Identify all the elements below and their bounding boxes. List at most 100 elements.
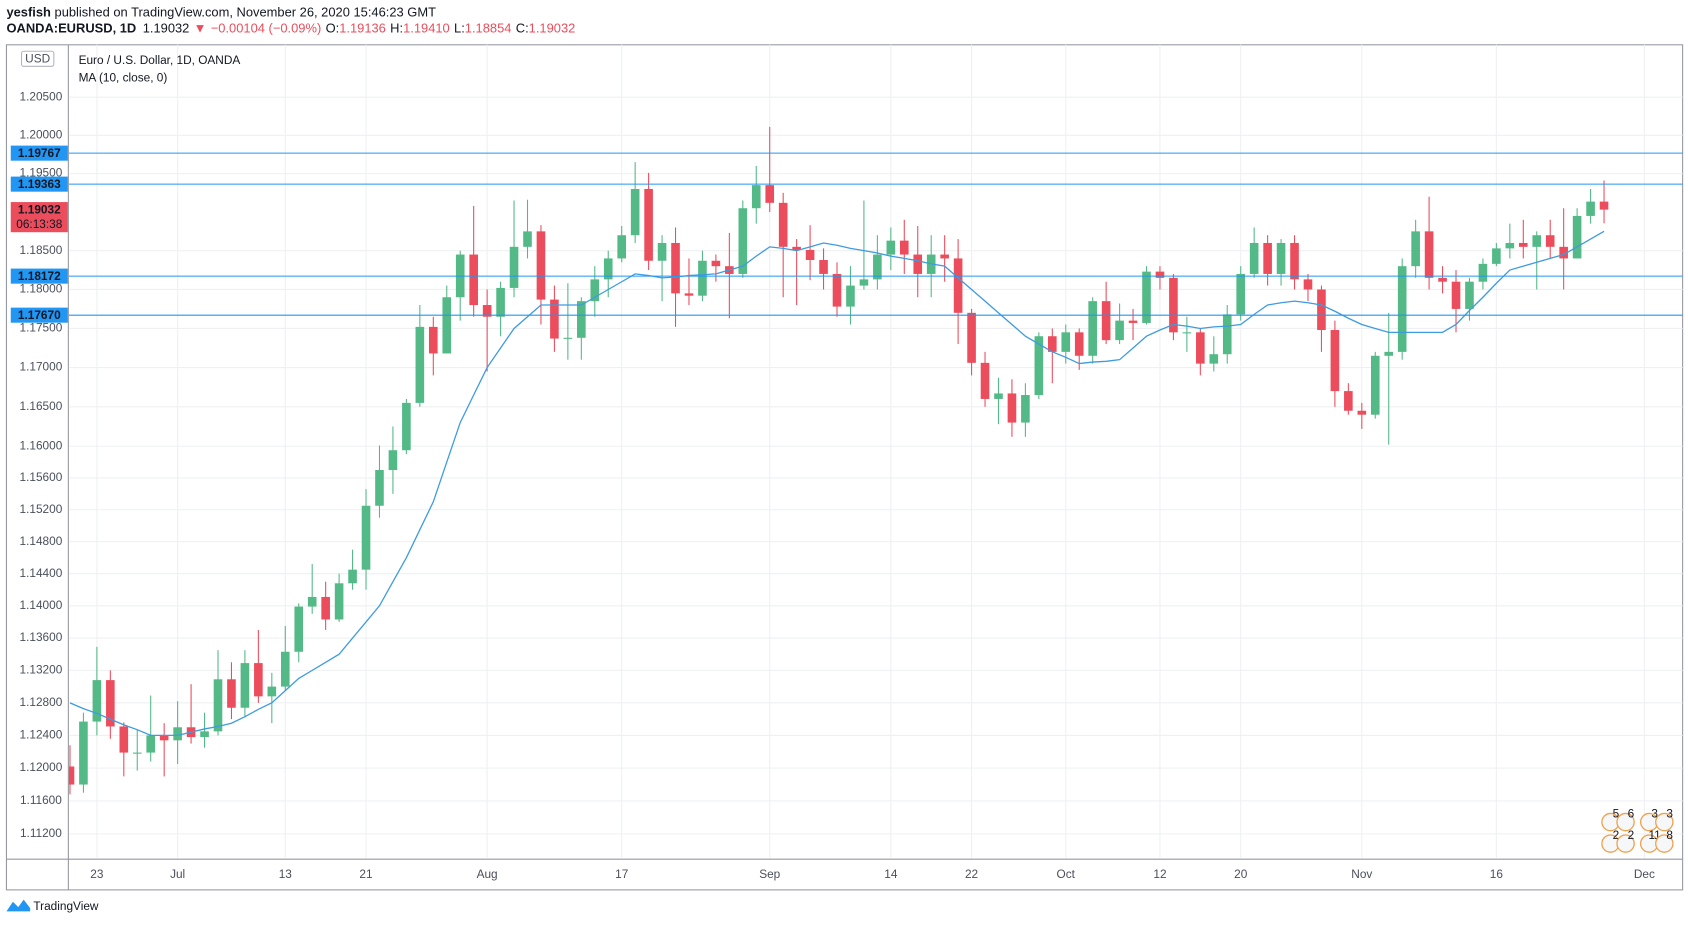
candle-body (227, 679, 236, 708)
candle-body (940, 254, 949, 259)
candle-body (1236, 273, 1246, 315)
y-tick-label: 1.17500 (20, 321, 63, 335)
event-count: 8 (1666, 828, 1673, 842)
candle-body (913, 254, 923, 274)
candle-body (334, 583, 344, 620)
candle-body (778, 202, 788, 247)
y-tick-label: 1.14800 (20, 534, 63, 548)
candle-body (980, 362, 990, 399)
candle-body (1034, 336, 1044, 396)
candle-body (1007, 393, 1017, 423)
candle-body (1196, 332, 1205, 364)
candle-body (698, 260, 707, 296)
level-label: 1.17670 (18, 308, 61, 322)
x-tick-label: Oct (1057, 867, 1076, 881)
candle-body (657, 242, 667, 261)
candle-body (1021, 395, 1030, 423)
level-label: 1.19363 (18, 177, 61, 191)
x-tick-label: 20 (1234, 867, 1248, 881)
candle-body (832, 273, 842, 307)
x-tick-label: 12 (1153, 867, 1166, 881)
candle-body (361, 505, 371, 570)
candle-body (1370, 355, 1380, 415)
candle-body (953, 258, 963, 313)
brand: TradingView (33, 899, 99, 913)
candle-body (294, 606, 304, 652)
candle-body (1048, 336, 1057, 352)
event-count: 3 (1651, 807, 1658, 821)
candle-body (1532, 235, 1542, 247)
candle-body (1263, 242, 1272, 274)
candle-body (402, 402, 411, 451)
level-label: 1.19767 (18, 146, 61, 160)
symbol-line: OANDA:EURUSD, 1D 1.19032 ▼ −0.00104 (−0.09%… (6, 21, 575, 36)
candle-body (79, 721, 88, 785)
candle-body (1290, 242, 1299, 280)
x-tick-label: 23 (90, 867, 104, 881)
candle-body (496, 287, 505, 317)
candle-body (738, 208, 748, 274)
candle-body (1424, 231, 1434, 278)
event-badge (1655, 834, 1674, 853)
candle-body (1505, 242, 1515, 249)
candle-body (1586, 201, 1595, 216)
candle-body (577, 301, 586, 338)
level-label: 1.18172 (18, 269, 61, 283)
candle-body (1357, 410, 1367, 415)
candle-body (1397, 266, 1407, 352)
x-tick-label: Nov (1351, 867, 1372, 881)
candle-body (873, 254, 882, 280)
level-label-box (10, 145, 68, 161)
candle-body (1088, 301, 1097, 356)
y-tick-label: 1.16000 (20, 438, 63, 452)
candle-body (711, 260, 721, 267)
candle-body (536, 231, 546, 300)
candle-body (267, 686, 277, 697)
y-tick-label: 1.13600 (20, 630, 63, 644)
candle-body (805, 249, 815, 260)
ohlc-value: 1.18854 (465, 21, 512, 36)
candle-body (1101, 301, 1111, 341)
ohlc-value: 1.19410 (403, 21, 450, 36)
candle-body (603, 258, 613, 280)
candle-body (1438, 277, 1447, 282)
candle-body (240, 663, 250, 708)
currency: USD (25, 51, 50, 65)
event-count: 2 (1628, 828, 1635, 842)
y-tick-label: 1.20000 (20, 127, 63, 141)
y-tick-label: 1.12800 (20, 695, 63, 709)
candle-body (859, 279, 869, 286)
candle-body (280, 651, 290, 687)
candle-body (106, 680, 115, 727)
event-count: 6 (1628, 807, 1635, 821)
candle-body (967, 312, 976, 363)
event-count: 3 (1666, 807, 1673, 821)
candle-body (146, 735, 156, 753)
candle-body (994, 393, 1003, 399)
candle-body (550, 299, 559, 339)
candle-body (348, 569, 357, 584)
y-tick-label: 1.14400 (20, 566, 63, 580)
y-tick-label: 1.18000 (20, 282, 63, 296)
moving-average (69, 230, 1605, 737)
candle-body (792, 246, 801, 250)
candle-body (1155, 271, 1165, 278)
x-tick-label: Jul (170, 867, 185, 881)
candle-body (590, 279, 600, 302)
ohlc-key: H: (390, 21, 403, 36)
grid (68, 44, 1683, 859)
y-tick-label: 1.11200 (20, 826, 62, 840)
y-tick-label: 1.18500 (20, 243, 63, 257)
candle-body (1451, 281, 1461, 309)
x-tick-label: Dec (1634, 867, 1655, 881)
candle-body (899, 240, 909, 255)
arrow: ▼ (194, 21, 207, 36)
event-count: 2 (1613, 828, 1620, 842)
candle-body (1128, 320, 1138, 323)
candle-body (523, 231, 532, 247)
candle-body (1061, 332, 1071, 352)
event-count: 5 (1613, 807, 1620, 821)
y-tick-label: 1.19500 (20, 166, 63, 180)
price: 1.19032 (143, 21, 190, 36)
